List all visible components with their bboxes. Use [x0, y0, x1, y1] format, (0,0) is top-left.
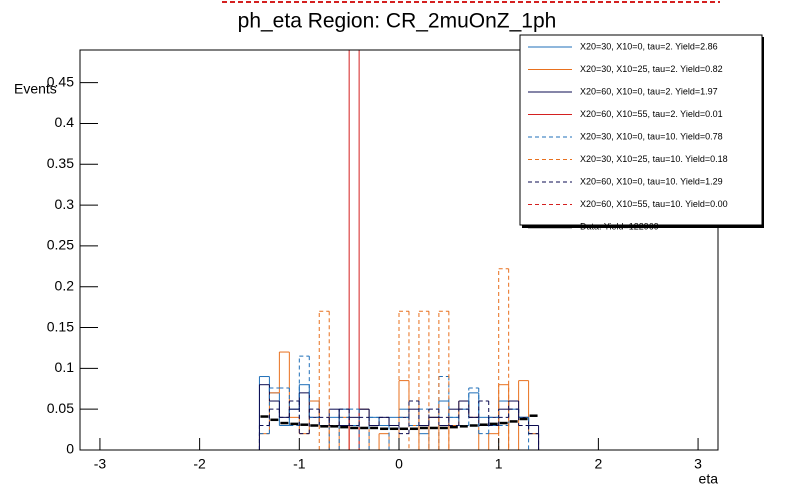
legend-label: X20=60, X10=55, tau=10. Yield=0.00 [580, 199, 728, 209]
y-tick-label: 0.3 [55, 196, 75, 212]
y-tick-label: 0.25 [47, 237, 74, 253]
x-tick-label: 0 [395, 456, 403, 472]
y-tick-label: 0 [66, 441, 74, 457]
y-tick-label: 0.45 [47, 73, 74, 89]
legend-label: X20=30, X10=25, tau=2. Yield=0.82 [580, 64, 723, 74]
y-tick-label: 0.35 [47, 155, 74, 171]
legend-label: X20=30, X10=25, tau=10. Yield=0.18 [580, 154, 728, 164]
legend-label: X20=60, X10=0, tau=10. Yield=1.29 [580, 176, 723, 186]
x-axis-label: eta [699, 471, 719, 487]
y-tick-label: 0.15 [47, 318, 74, 334]
x-tick-label: 3 [694, 456, 702, 472]
legend-label: X20=60, X10=55, tau=2. Yield=0.01 [580, 109, 723, 119]
legend-label: X20=30, X10=0, tau=2. Yield=2.86 [580, 41, 718, 51]
x-tick-label: -3 [94, 456, 107, 472]
chart-title: ph_eta Region: CR_2muOnZ_1ph [238, 10, 557, 33]
y-tick-label: 0.1 [55, 359, 75, 375]
legend-label: X20=60, X10=0, tau=2. Yield=1.97 [580, 86, 718, 96]
y-tick-label: 0.2 [55, 277, 75, 293]
y-axis-label: Events [14, 81, 57, 97]
legend [519, 34, 763, 226]
y-tick-label: 0.05 [47, 400, 74, 416]
x-tick-label: -2 [193, 456, 206, 472]
x-tick-label: 2 [594, 456, 602, 472]
legend-label: X20=30, X10=0, tau=10. Yield=0.78 [580, 131, 723, 141]
legend-label: Data. Yield=122969 [580, 221, 659, 231]
x-tick-label: 1 [495, 456, 503, 472]
y-tick-label: 0.4 [55, 114, 75, 130]
x-tick-label: -1 [293, 456, 306, 472]
